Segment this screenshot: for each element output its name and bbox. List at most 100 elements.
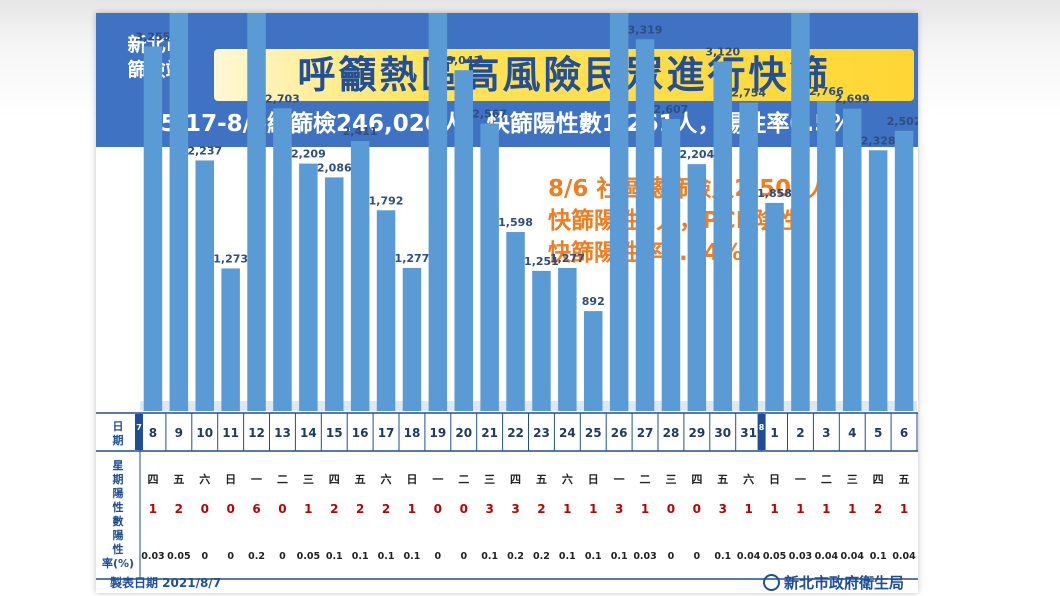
bar-value-label: 3,255 (136, 30, 171, 43)
month-aug-marker (757, 414, 766, 450)
bar (739, 102, 758, 411)
bar-value-label: 2,754 (731, 87, 766, 100)
table-row (96, 413, 918, 451)
bar-base-band (140, 401, 917, 411)
rate-cell: 0.03 (141, 551, 164, 562)
bar-value-label: 2,209 (291, 148, 326, 161)
weekday-cell: 四 (329, 473, 340, 486)
bar (868, 150, 888, 411)
date-cell: 5 (874, 426, 882, 440)
positive-header-char: 性 (113, 500, 124, 514)
weekday-cell: 五 (899, 473, 910, 486)
positive-cell: 0 (667, 502, 675, 516)
date-cell: 15 (326, 426, 343, 440)
weekday-cell: 四 (873, 473, 884, 486)
positive-cell: 6 (252, 502, 260, 516)
rate-cell: 0.05 (167, 551, 190, 562)
bar (558, 267, 577, 411)
weekday-cell: 日 (588, 473, 599, 486)
weekday-cell: 五 (536, 473, 547, 486)
weekday-header-char: 星 (113, 459, 124, 472)
bar (506, 232, 525, 411)
footer-org: 新北市政府衛生局 (762, 572, 904, 593)
positive-cell: 2 (874, 502, 882, 516)
positive-cell: 3 (511, 502, 519, 516)
bar (894, 130, 914, 411)
bar-value-label: 2,607 (654, 103, 689, 116)
month-aug-digit: 8 (759, 423, 765, 432)
weekday-header-char: 期 (113, 472, 124, 486)
bar (143, 46, 163, 411)
date-cell: 30 (714, 426, 731, 440)
rate-header-char: 陽 (113, 528, 124, 542)
weekday-cell: 五 (173, 473, 184, 486)
bar (532, 270, 551, 411)
positive-cell: 0 (434, 502, 442, 516)
weekday-cell: 二 (821, 473, 832, 486)
weekday-cell: 六 (743, 472, 754, 486)
bar-value-label: 2,703 (265, 92, 300, 105)
positive-cell: 2 (356, 502, 364, 516)
month-jul-char: 月 (134, 436, 143, 445)
positive-cell: 1 (770, 502, 778, 516)
weekday-cell: 五 (717, 473, 728, 486)
rate-cell: 0.04 (815, 551, 839, 562)
weekday-cell: 三 (847, 473, 858, 486)
weekday-cell: 六 (562, 472, 573, 486)
rate-header-char: 率(%) (102, 556, 134, 570)
rate-cell: 0.2 (533, 551, 550, 562)
bar (247, 13, 266, 412)
rate-cell: 0.05 (297, 551, 320, 562)
rate-cell: 0.04 (737, 551, 761, 562)
rate-cell: 0 (694, 551, 701, 562)
positive-cell: 0 (460, 502, 468, 516)
bar (713, 61, 732, 412)
weekday-cell: 二 (640, 473, 651, 486)
rate-cell: 0.2 (248, 551, 265, 562)
date-cell: 6 (900, 426, 908, 440)
weekday-cell: 一 (432, 473, 443, 486)
rate-cell: 0 (201, 551, 208, 562)
bar-value-label: 2,086 (317, 161, 352, 174)
weekday-cell: 六 (199, 472, 210, 486)
bar-value-label: 1,792 (369, 194, 404, 207)
weekday-cell: 四 (147, 473, 158, 486)
weekday-cell: 三 (484, 473, 495, 486)
bar (584, 311, 603, 411)
weekday-cell: 一 (614, 473, 625, 486)
bar (169, 13, 189, 411)
weekday-cell: 一 (795, 473, 806, 486)
rate-cell: 0.1 (714, 551, 731, 562)
bar-value-label: 2,237 (187, 144, 222, 157)
bar (299, 163, 318, 411)
bar-value-label: 1,277 (550, 252, 585, 265)
weekday-cell: 四 (510, 473, 521, 486)
weekday-cell: 日 (225, 473, 236, 486)
date-cell: 11 (222, 426, 239, 440)
positive-cell: 2 (382, 502, 390, 516)
bar-value-label: 2,204 (679, 148, 714, 161)
table-row (96, 527, 918, 579)
seal-icon (762, 574, 780, 591)
weekday-cell: 日 (406, 473, 417, 486)
bar-value-label: 3,319 (628, 23, 663, 36)
positive-cell: 1 (563, 502, 571, 516)
bar (765, 202, 784, 411)
bar (661, 119, 681, 412)
positive-cell: 0 (278, 502, 286, 516)
positive-cell: 1 (796, 502, 804, 516)
rate-cell: 0.1 (404, 551, 421, 562)
rate-cell: 0 (435, 551, 442, 562)
footer-date: 製表日期 2021/8/7 (110, 576, 222, 590)
positive-cell: 0 (226, 502, 234, 516)
positive-cell: 1 (589, 502, 597, 516)
date-cell: 8 (149, 426, 157, 440)
rate-cell: 0 (668, 551, 675, 562)
rate-cell: 0.1 (326, 551, 343, 562)
bar-value-label: 2,567 (472, 107, 507, 120)
date-cell: 24 (559, 426, 576, 440)
rate-cell: 0 (460, 551, 467, 562)
month-jul-marker (135, 414, 143, 450)
date-cell: 9 (175, 426, 183, 440)
bar (325, 177, 344, 411)
